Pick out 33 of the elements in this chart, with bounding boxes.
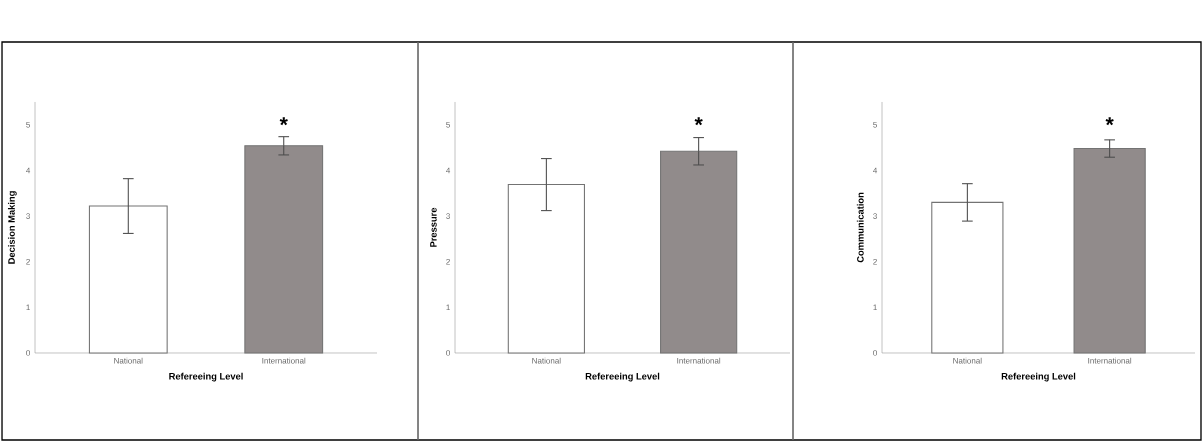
y-axis-title: Pressure [430,207,437,247]
y-tick-label: 0 [26,350,30,356]
x-tick-label: International [262,357,306,364]
x-tick-label: National [953,357,982,364]
y-tick-label: 2 [446,258,450,265]
x-axis-title: Refereeing Level [169,372,243,382]
y-tick-label: 1 [26,304,30,311]
y-tick-label: 5 [873,122,877,128]
x-tick-label: International [677,357,721,364]
y-tick-label: 3 [446,213,450,219]
y-tick-label: 2 [873,258,877,265]
y-tick-label: 1 [446,304,450,311]
annotation: * [279,117,288,126]
x-tick-label: National [532,357,561,364]
y-tick-label: 5 [26,122,30,128]
y-tick-label: 0 [446,350,450,356]
y-axis-title: Decision Making [7,191,17,264]
y-axis-title: Communication [856,192,864,263]
y-tick-label: 5 [446,122,450,128]
annotation: * [694,117,703,126]
y-tick-label: 1 [873,304,877,311]
y-tick-label: 4 [446,167,451,174]
y-tick-label: 2 [26,258,30,265]
annotation: * [1105,117,1114,126]
x-axis-title: Refereeing Level [1001,372,1076,382]
y-tick-label: 4 [26,167,31,174]
y-tick-label: 0 [873,350,877,356]
x-tick-label: National [114,357,143,364]
x-axis-title: Refereeing Level [585,372,660,382]
y-tick-label: 3 [873,213,877,219]
x-tick-label: International [1088,357,1132,364]
y-tick-label: 4 [873,167,878,174]
y-tick-label: 3 [26,213,30,219]
